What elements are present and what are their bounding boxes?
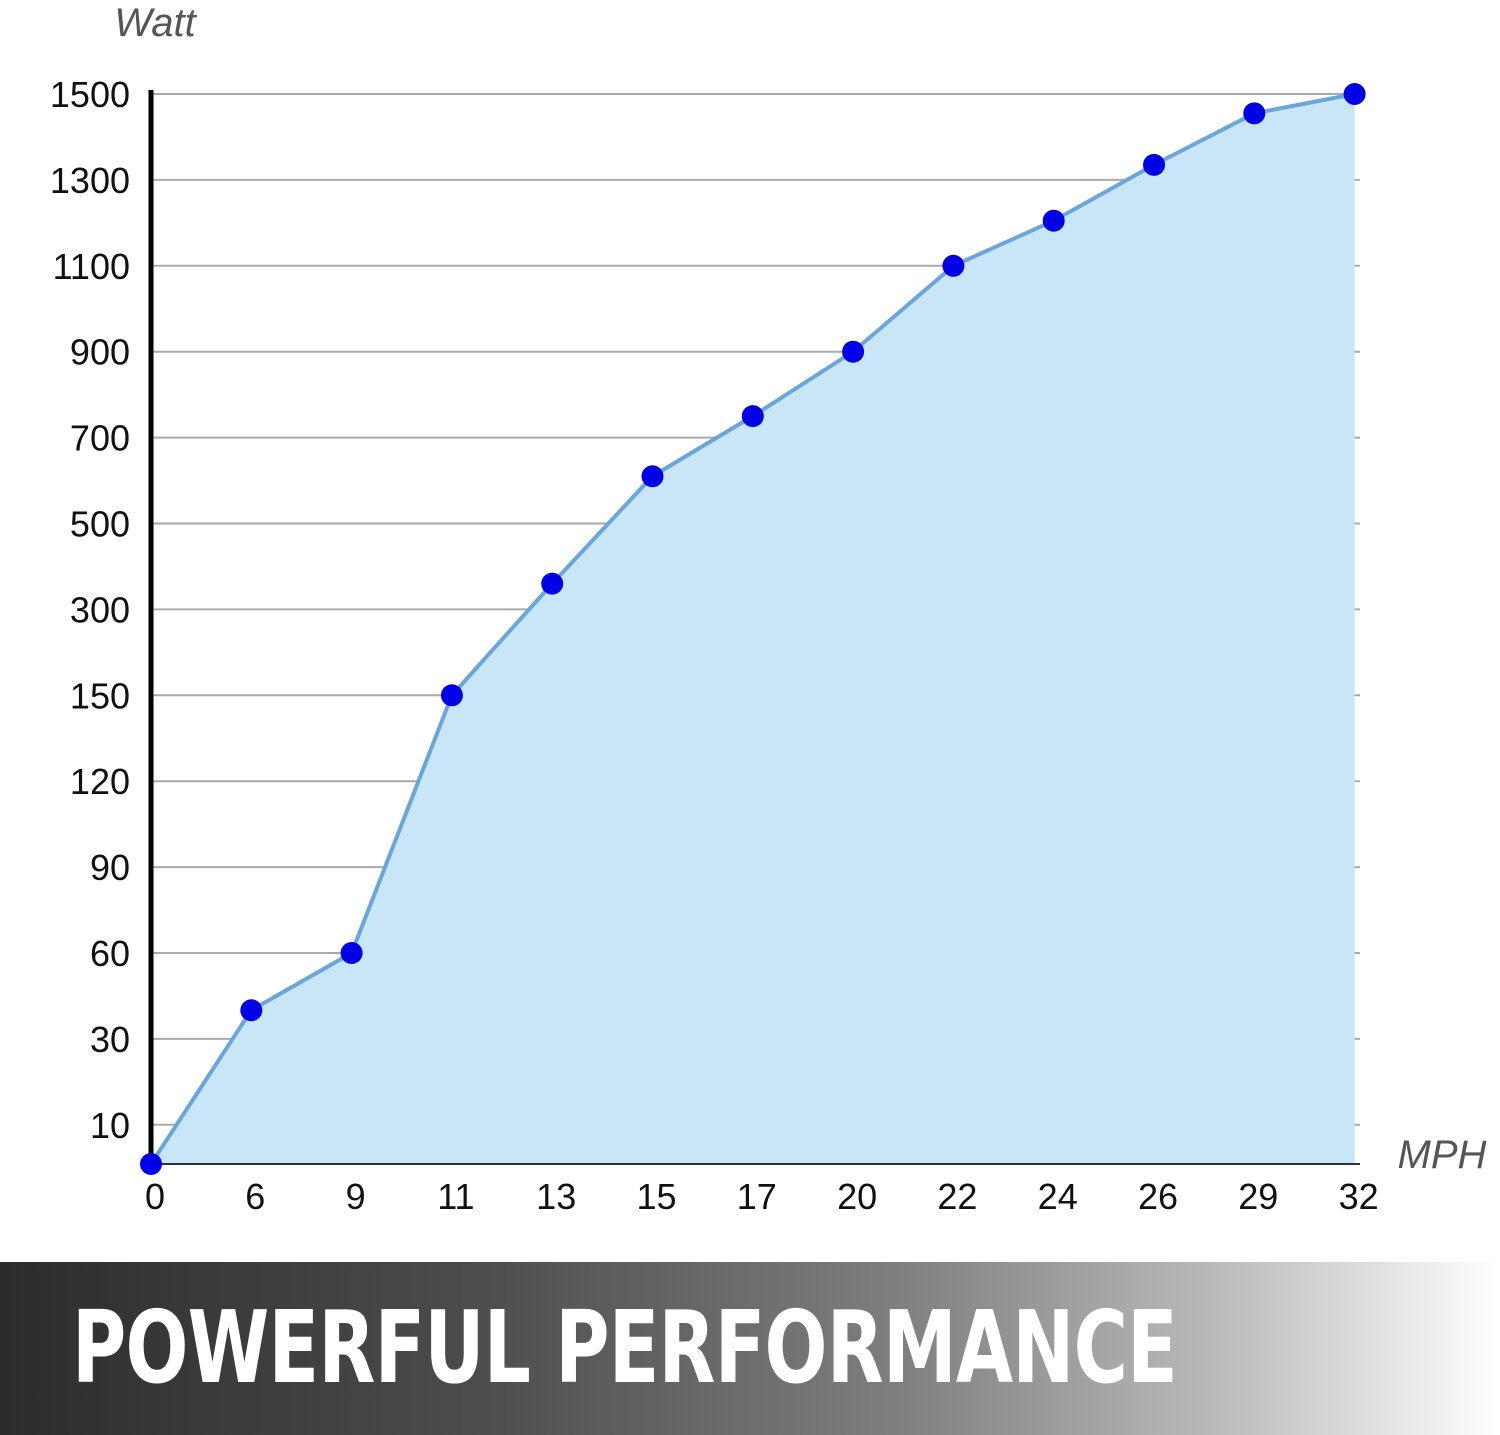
x-tick-labels: 0 6 9 11 13 15 17 20 22 24 26 29 32 [145,1176,1379,1217]
y-tick-label: 120 [70,761,130,802]
power-chart: 10 30 60 90 120 150 300 500 700 900 1100 1300 1500 0… [50,1,1487,1217]
data-point-20 [842,340,865,363]
y-axis-title: Watt [114,1,197,45]
data-point-9 [340,942,363,964]
data-point-22 [942,254,965,277]
x-tick-label: 20 [837,1176,877,1217]
axes [148,90,1360,1165]
y-tick-label: 150 [70,675,130,716]
x-tick-label: 26 [1138,1176,1178,1217]
x-tick-label: 6 [245,1176,265,1217]
data-point-13 [541,572,564,595]
x-tick-label: 17 [737,1176,777,1217]
y-tick-label: 700 [70,418,130,459]
x-tick-label: 15 [636,1176,676,1217]
y-tick-label: 60 [90,933,130,974]
area-fill [151,94,1355,1164]
data-point-24 [1042,209,1065,232]
banner-title: POWERFUL PERFORMANCE [72,1289,1178,1406]
data-point-32 [1343,83,1366,105]
y-tick-label: 1300 [50,160,130,201]
data-point-11 [440,684,463,707]
x-tick-label: 32 [1339,1176,1379,1217]
x-tick-label: 22 [937,1176,977,1217]
y-tick-label: 10 [90,1105,130,1146]
y-tick-label: 1100 [53,246,130,287]
banner: POWERFUL PERFORMANCE [0,1262,1500,1435]
x-tick-label: 13 [536,1176,576,1217]
data-point-17 [741,405,764,428]
y-tick-label: 300 [70,589,130,630]
y-tick-label: 1500 [50,74,130,115]
x-tick-label: 9 [346,1176,366,1217]
y-tick-label: 30 [90,1019,130,1060]
y-tick-label: 900 [70,332,130,373]
x-tick-label: 11 [437,1176,474,1217]
data-markers [140,83,1366,1175]
x-tick-label: 24 [1038,1176,1078,1217]
data-point-26 [1143,153,1165,176]
data-point-0 [140,1153,162,1175]
x-tick-label: 0 [145,1176,165,1217]
x-tick-label: 29 [1238,1176,1278,1217]
y-tick-label: 90 [90,847,130,888]
y-tick-labels: 10 30 60 90 120 150 300 500 700 900 1100 1300 1500 [50,74,130,1146]
x-axis-title: MPH [1398,1133,1487,1177]
data-point-15 [641,465,664,488]
data-point-29 [1243,102,1266,125]
y-tick-label: 500 [70,504,130,545]
data-point-6 [240,999,263,1022]
